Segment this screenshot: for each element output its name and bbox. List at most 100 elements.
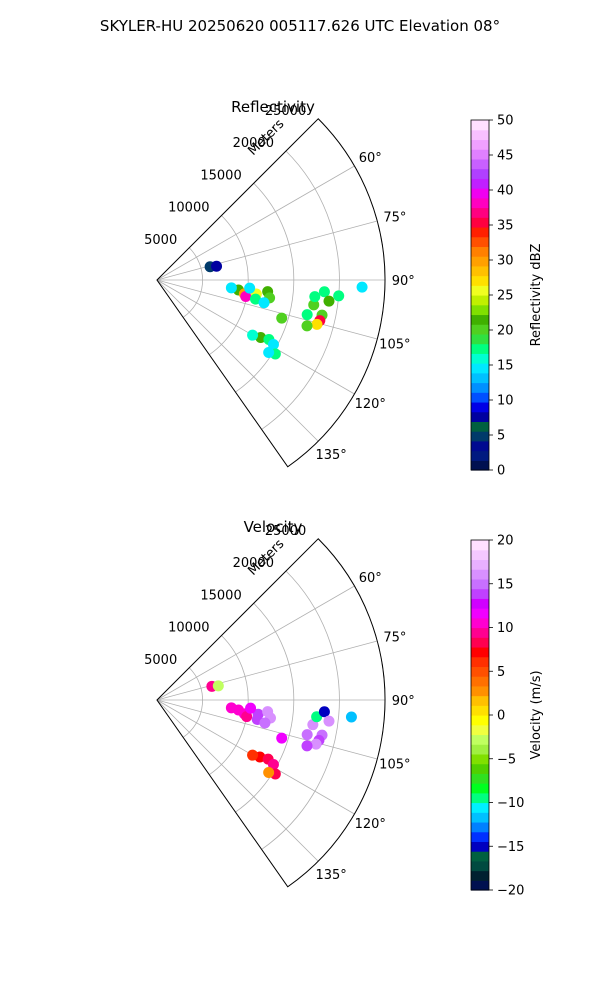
colorbar-segment — [471, 870, 489, 881]
colorbar-segment — [471, 880, 489, 891]
colorbar-segment — [471, 324, 489, 335]
grid-spoke — [156, 165, 355, 281]
colorbar-tick-label: 30 — [497, 254, 514, 269]
colorbar-segment — [471, 246, 489, 257]
colorbar-segment — [471, 158, 489, 170]
grid-arc — [261, 570, 340, 850]
echo-cell — [241, 711, 253, 723]
colorbar-segment — [471, 695, 489, 706]
colorbar-segment — [471, 226, 489, 238]
echo-cell — [267, 339, 279, 351]
colorbar-segment — [471, 285, 489, 296]
colorbar-tick-label: 5 — [497, 665, 505, 680]
colorbar-segment — [471, 343, 489, 354]
echo-cell — [301, 309, 313, 321]
angle-tick-label: 105° — [379, 338, 410, 353]
grid-arc — [287, 538, 386, 888]
colorbar-segment — [471, 207, 489, 218]
colorbar-segment — [471, 431, 489, 442]
colorbar-segment — [471, 188, 489, 199]
echo-cell — [301, 320, 313, 332]
colorbar-segment — [471, 197, 489, 209]
colorbar-segment — [471, 598, 489, 609]
colorbar-segment — [471, 129, 489, 141]
grid-spoke — [156, 699, 319, 862]
echo-cell — [276, 732, 288, 744]
colorbar-segment — [471, 450, 489, 461]
colorbar-segment — [471, 540, 489, 551]
chart-title: Reflectivity — [231, 98, 315, 116]
colorbar-segment — [471, 411, 489, 422]
angle-tick-label: 90° — [392, 694, 415, 709]
echo-cell — [245, 702, 257, 714]
echo-cell — [318, 286, 330, 298]
colorbar-segment — [471, 646, 489, 658]
colorbar-segment — [471, 372, 489, 384]
echo-cell — [212, 680, 224, 692]
echo-cell — [225, 282, 237, 294]
colorbar-tick-label: 0 — [497, 464, 505, 479]
colorbar-segment — [471, 549, 489, 561]
colorbar-segment — [471, 265, 489, 277]
colorbar-segment — [471, 149, 489, 160]
colorbar-segment — [471, 217, 489, 228]
colorbar-segment — [471, 685, 489, 697]
colorbar-segment — [471, 860, 489, 872]
colorbar-segment — [471, 139, 489, 150]
echo-cell — [263, 347, 275, 359]
colorbar-tick-label: −20 — [497, 884, 524, 899]
radial-tick-label: 20000 — [233, 136, 274, 151]
colorbar-segment — [471, 168, 489, 179]
colorbar-segment — [471, 120, 489, 131]
colorbar-segment — [471, 333, 489, 345]
colorbar-label: Reflectivity dBZ — [529, 244, 544, 347]
radial-tick-label: 15000 — [200, 168, 241, 183]
panel-reflectivity: Reflectivity500010000150002000025000Mete… — [144, 98, 544, 479]
angle-tick-label: 75° — [383, 210, 406, 225]
figure-title: SKYLER-HU 20250620 005117.626 UTC Elevat… — [100, 17, 500, 35]
colorbar-tick-label: 5 — [497, 429, 505, 444]
colorbar-segment — [471, 559, 489, 570]
colorbar-tick-label: −5 — [497, 752, 516, 767]
colorbar-segment — [471, 637, 489, 648]
chart-title: Velocity — [244, 518, 303, 536]
angle-tick-label: 120° — [355, 817, 386, 832]
radial-tick-label: 10000 — [168, 201, 209, 216]
colorbar-label: Velocity (m/s) — [529, 670, 544, 759]
colorbar-segment — [471, 578, 489, 590]
angle-tick-label: 90° — [392, 274, 415, 289]
colorbar-segment — [471, 440, 489, 452]
radial-tick-label: 5000 — [144, 653, 177, 668]
echo-field — [204, 260, 368, 360]
colorbar-segment — [471, 851, 489, 862]
colorbar-segment — [471, 569, 489, 580]
colorbar-tick-label: 15 — [497, 577, 514, 592]
colorbar-segment — [471, 178, 489, 189]
colorbar-segment — [471, 783, 489, 794]
colorbar-segment — [471, 666, 489, 677]
colorbar: −20 −15 −10 −5 0 5 10 15 20 Velocity (m/s) — [470, 534, 544, 899]
colorbar-tick-label: 10 — [497, 394, 514, 409]
echo-cell — [345, 711, 357, 723]
grid-arc — [235, 602, 295, 813]
echo-cell — [244, 282, 256, 294]
echo-cell — [247, 749, 259, 761]
colorbar-segment — [471, 275, 489, 286]
colorbar-segment — [471, 812, 489, 823]
colorbar-segment — [471, 773, 489, 784]
colorbar-segment — [471, 676, 489, 687]
echo-cell — [323, 295, 335, 307]
colorbar-tick-label: 0 — [497, 709, 505, 724]
colorbar-segment — [471, 705, 489, 716]
angle-tick-label: 60° — [359, 151, 382, 166]
colorbar-segment — [471, 753, 489, 765]
echo-cell — [263, 767, 275, 779]
grid-arc — [182, 667, 203, 738]
colorbar-segment — [471, 314, 489, 325]
colorbar-tick-label: −10 — [497, 796, 524, 811]
colorbar-segment — [471, 608, 489, 619]
echo-cell — [258, 297, 270, 309]
echo-cell — [333, 290, 345, 302]
